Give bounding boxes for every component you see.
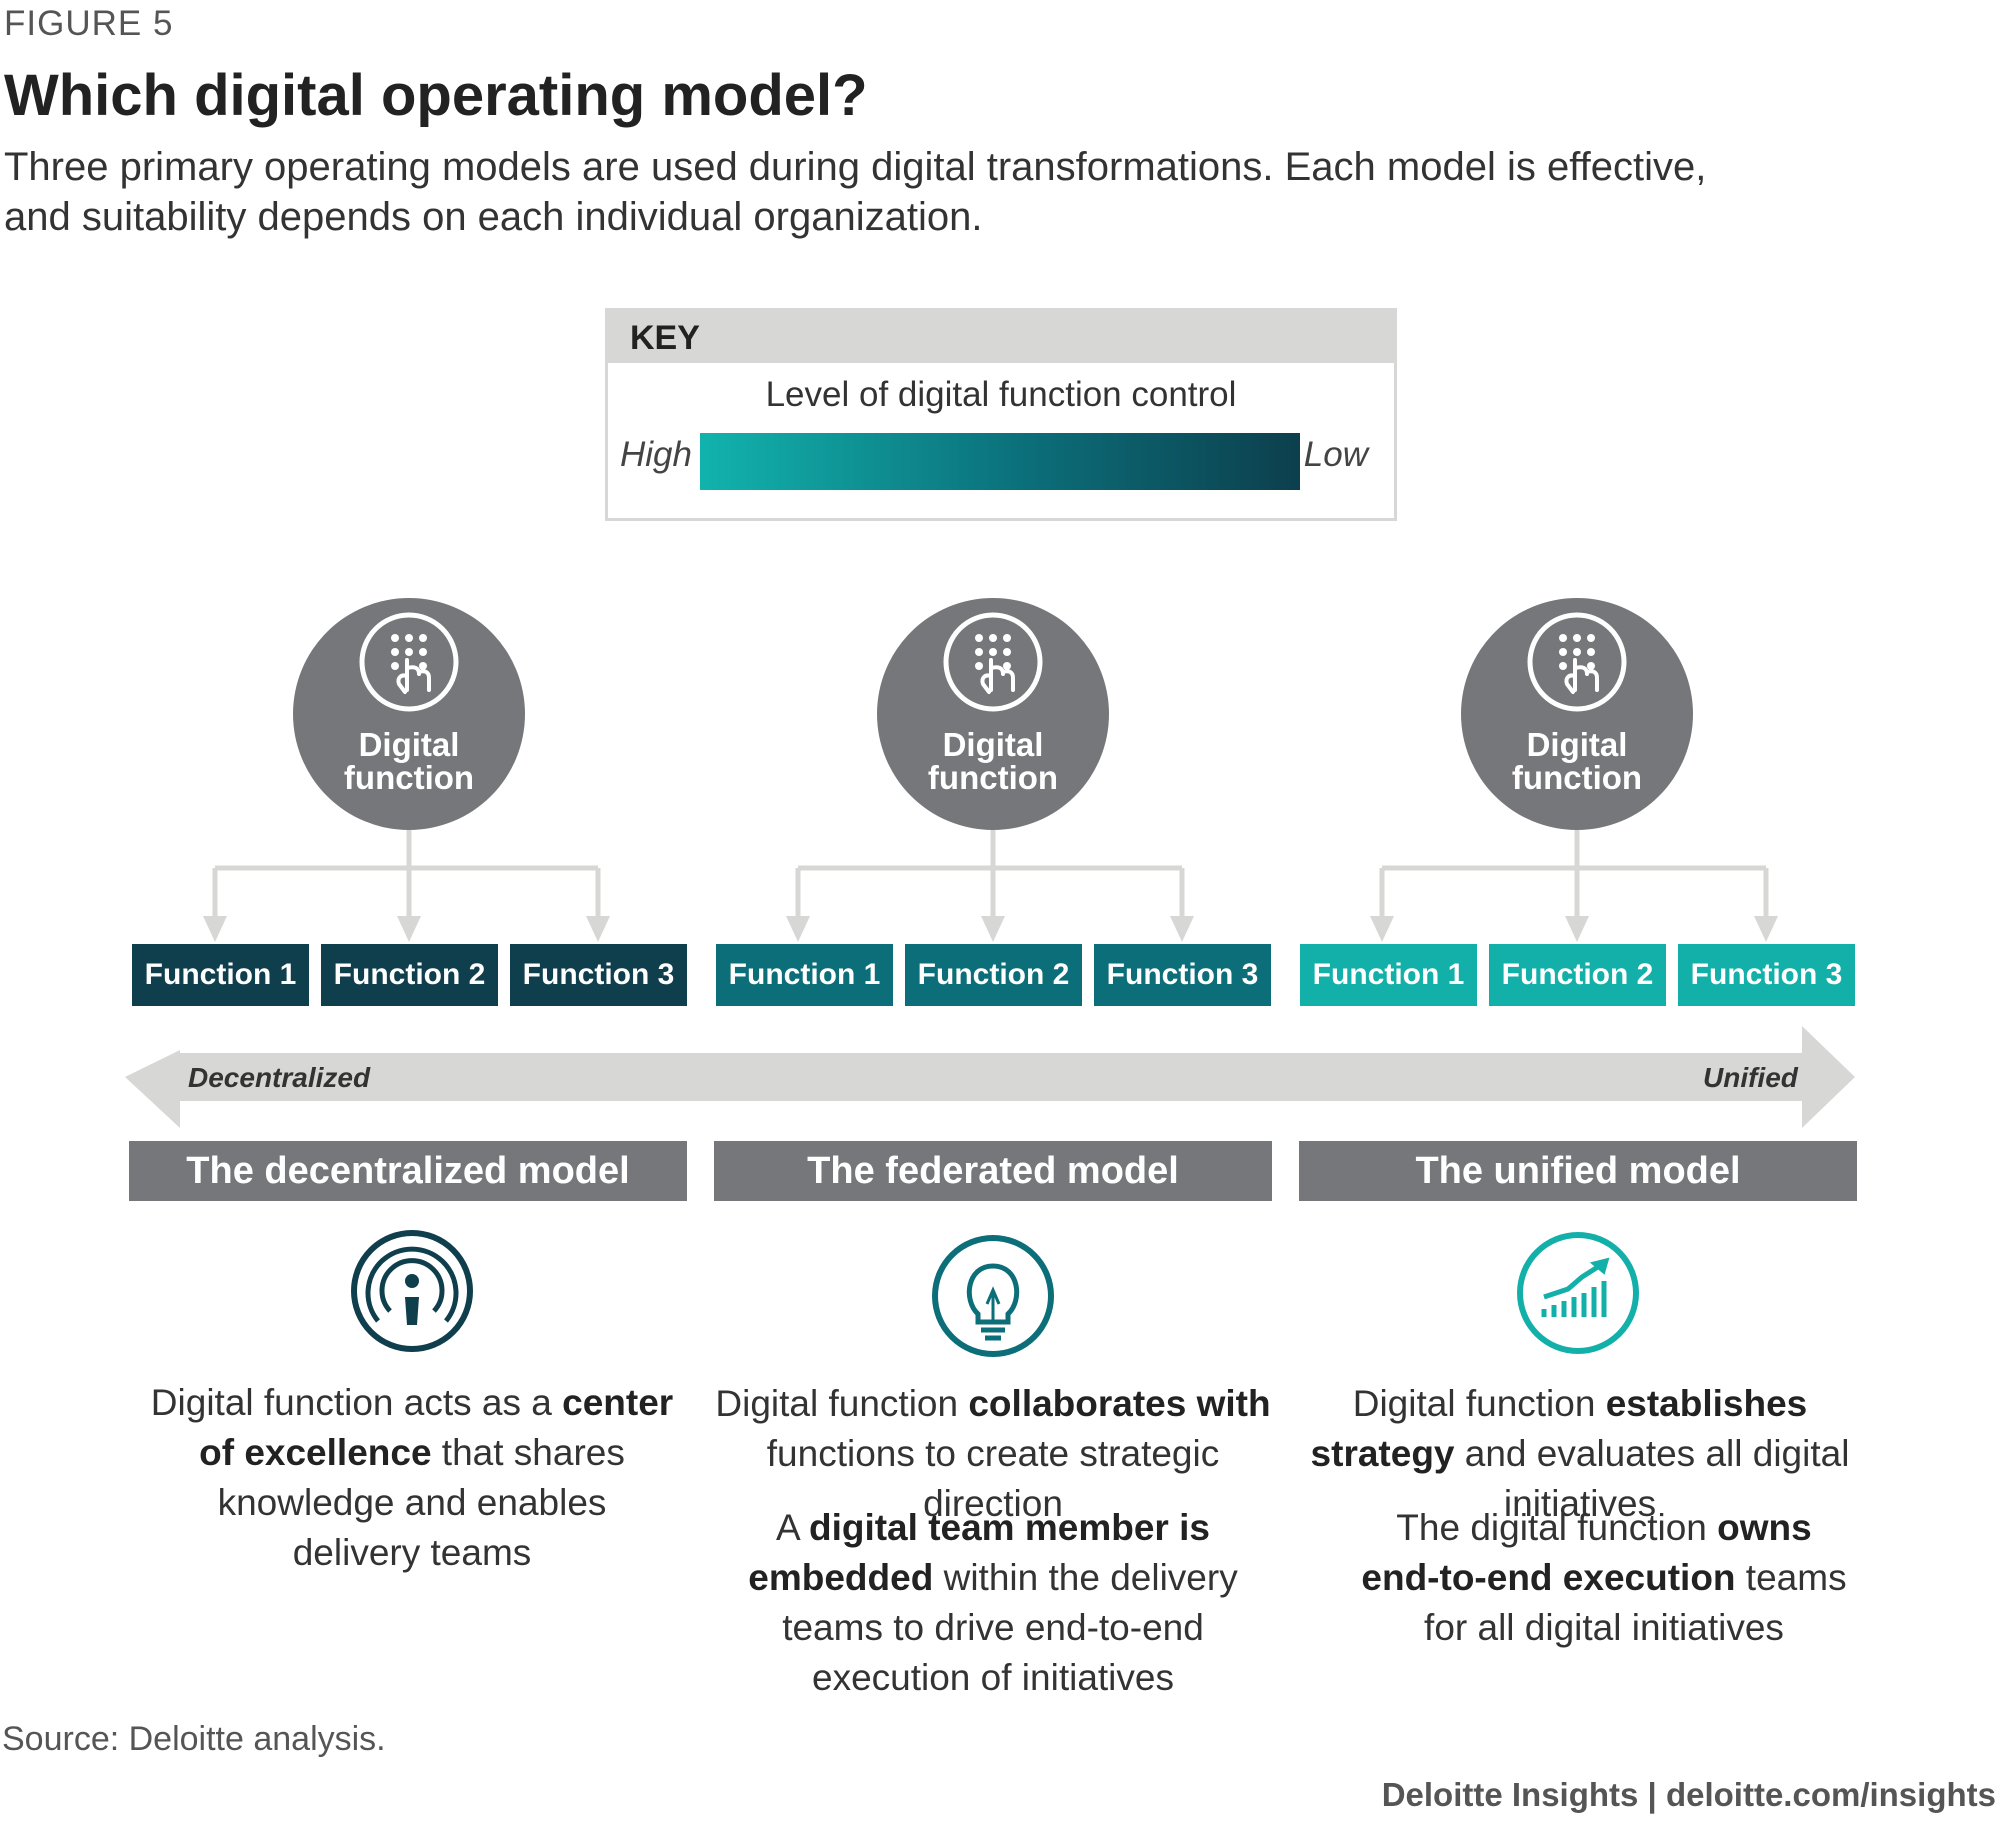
function-box: Function 3 [1678,944,1855,1006]
function-box: Function 2 [1489,944,1666,1006]
desc-emphasis: center of excellence [199,1382,674,1473]
model-description: A digital team member is embedded within… [715,1503,1271,1703]
connector-1 [212,830,601,920]
hub-circle [1461,598,1693,830]
desc-text: functions to create strategic direction [766,1433,1220,1524]
model-name-bar: The federated model [714,1141,1272,1201]
function-box: Function 1 [132,944,309,1006]
arrowhead [1754,916,1778,942]
page-title: Which digital operating model? [4,63,868,128]
source-note: Source: Deloitte analysis. [2,1720,386,1758]
hub-label-line2: function [927,759,1059,796]
axis-left-label: Decentralized [188,1062,371,1093]
desc-text: Digital function [1352,1383,1606,1424]
connector-3 [1379,830,1769,920]
hub-1 [293,598,525,830]
connector-2 [795,830,1185,920]
hub-label-line1: Digital [358,726,460,763]
hub-circle [293,598,525,830]
model-description: Digital function acts as a center of exc… [150,1378,674,1578]
arrowhead [203,916,227,942]
function-box: Function 3 [1094,944,1271,1006]
model-description: Digital function establishes strategy an… [1300,1379,1860,1529]
key-low-label: Low [1303,435,1368,474]
touch-keypad-icon [1527,612,1627,712]
function-box: Function 1 [1300,944,1477,1006]
function-box: Function 1 [716,944,893,1006]
key-heading: KEY [630,319,700,357]
hub-label-3: Digital function [1461,728,1693,794]
key-high-label: High [620,435,692,474]
hub-label-line2: function [1511,759,1643,796]
function-box: Function 3 [510,944,687,1006]
arrowhead [1170,916,1194,942]
arrowhead [786,916,810,942]
model-name-bar: The unified model [1299,1141,1857,1201]
figure-label: FIGURE 5 [4,4,174,43]
desc-emphasis: establishes strategy [1310,1383,1808,1474]
arrowhead [1370,916,1394,942]
function-box: Function 2 [321,944,498,1006]
desc-text: within the delivery teams to drive end-t… [782,1557,1238,1698]
desc-emphasis: digital team member is embedded [748,1507,1210,1598]
desc-text: A [776,1507,809,1548]
model-name-bar: The decentralized model [129,1141,687,1201]
broadcast-person-icon [351,1230,473,1352]
hub-2 [877,598,1109,830]
hub-label-line1: Digital [942,726,1044,763]
axis-right-label: Unified [1703,1062,1798,1093]
function-box: Function 2 [905,944,1082,1006]
hub-3 [1461,598,1693,830]
touch-keypad-icon [359,612,459,712]
growth-chart-icon [1517,1232,1639,1354]
key-gradient-bar [700,433,1300,490]
hub-label-2: Digital function [877,728,1109,794]
key-header: KEY [608,311,1394,363]
desc-emphasis: owns end-to-end execution [1361,1507,1812,1598]
lightbulb-icon [932,1235,1054,1357]
arrowhead [586,916,610,942]
footer-credit: Deloitte Insights | deloitte.com/insight… [1381,1776,1996,1813]
desc-text: Digital function [715,1383,969,1424]
model-description: The digital function owns end-to-end exe… [1360,1503,1848,1653]
key-legend: KEY Level of digital function control Hi… [605,308,1397,521]
decentralized-unified-axis [125,1026,1855,1128]
desc-text: teams for all digital initiatives [1424,1557,1847,1648]
desc-text: and evaluates all digital initiatives [1454,1433,1850,1524]
hub-label-line2: function [343,759,475,796]
model-description: Digital function collaborates with funct… [715,1379,1271,1529]
key-caption: Level of digital function control [765,375,1237,414]
hub-circle [877,598,1109,830]
desc-emphasis: collaborates with [968,1383,1271,1424]
desc-text: The digital function [1396,1507,1718,1548]
arrowhead [1565,916,1589,942]
page-subtitle: Three primary operating models are used … [4,145,1707,239]
desc-text: that shares knowledge and enables delive… [217,1432,625,1573]
hub-label-line1: Digital [1526,726,1628,763]
arrowhead [981,916,1005,942]
hub-label-1: Digital function [293,728,525,794]
arrowhead [397,916,421,942]
touch-keypad-icon [943,612,1043,712]
desc-text: Digital function acts as a [150,1382,563,1423]
